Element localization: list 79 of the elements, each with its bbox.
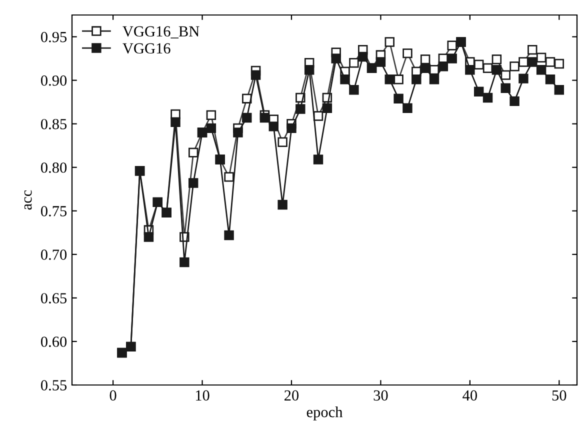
point <box>331 54 341 64</box>
point <box>420 63 430 73</box>
point <box>402 103 412 114</box>
y-tick-label: 0.75 <box>40 206 67 216</box>
y-tick-label: 0.95 <box>40 32 67 42</box>
point <box>518 74 528 84</box>
point <box>500 70 510 80</box>
point <box>482 92 493 103</box>
point <box>224 230 234 240</box>
point <box>412 74 422 84</box>
point <box>224 172 234 182</box>
point <box>376 57 386 67</box>
point <box>545 74 556 84</box>
point <box>447 54 457 64</box>
point <box>278 137 288 147</box>
point <box>206 123 216 134</box>
point <box>322 103 332 114</box>
point <box>384 37 394 47</box>
point <box>510 62 520 72</box>
y-tick-label: 0.60 <box>40 336 67 347</box>
x-tick-label: 30 <box>374 390 388 401</box>
x-tick-label: 40 <box>462 390 477 401</box>
point <box>402 48 412 58</box>
point <box>447 40 457 50</box>
point <box>304 64 314 75</box>
x-tick-label: 20 <box>284 390 299 401</box>
point <box>474 86 484 96</box>
point <box>394 94 404 104</box>
point <box>492 64 502 75</box>
y-axis-title: acc <box>24 190 32 210</box>
point <box>278 200 288 210</box>
point <box>492 54 502 64</box>
point <box>268 122 279 132</box>
point <box>188 148 198 158</box>
legend-label: VGG16 <box>122 43 170 54</box>
point <box>340 74 350 84</box>
point <box>536 64 546 75</box>
point <box>438 62 448 72</box>
point <box>313 111 324 121</box>
point <box>465 64 475 75</box>
x-axis-title: epoch <box>306 406 343 420</box>
legend-label: VGG16_BN <box>122 26 200 38</box>
point <box>384 74 394 84</box>
x-tick-label: 10 <box>196 390 210 401</box>
point <box>188 178 198 188</box>
point <box>518 57 528 67</box>
y-tick-label: 0.85 <box>40 118 67 130</box>
point <box>349 85 359 95</box>
point <box>144 232 154 242</box>
point <box>233 128 243 138</box>
point <box>554 58 564 69</box>
point <box>528 44 538 55</box>
point <box>545 57 556 67</box>
y-tick-label: 0.65 <box>40 293 67 304</box>
point <box>554 85 564 95</box>
point <box>180 257 190 268</box>
point <box>242 112 252 123</box>
point <box>260 112 270 123</box>
point <box>286 123 296 134</box>
x-tick-label: 50 <box>552 390 566 401</box>
point <box>170 117 180 127</box>
point <box>500 83 510 93</box>
y-tick-label: 0.90 <box>40 75 67 86</box>
point <box>482 63 493 73</box>
y-tick-label: 0.55 <box>40 380 67 391</box>
y-tick-label: 0.70 <box>40 250 67 260</box>
x-tick-label: 0 <box>110 390 116 401</box>
point <box>349 58 359 68</box>
point <box>429 74 440 84</box>
point <box>206 110 216 120</box>
point <box>510 96 520 106</box>
point <box>296 104 306 114</box>
y-tick-label: 0.80 <box>40 162 67 173</box>
point <box>536 52 546 63</box>
point <box>528 57 538 67</box>
point <box>358 52 368 62</box>
point <box>250 70 261 80</box>
point <box>313 154 324 164</box>
point <box>394 74 404 84</box>
